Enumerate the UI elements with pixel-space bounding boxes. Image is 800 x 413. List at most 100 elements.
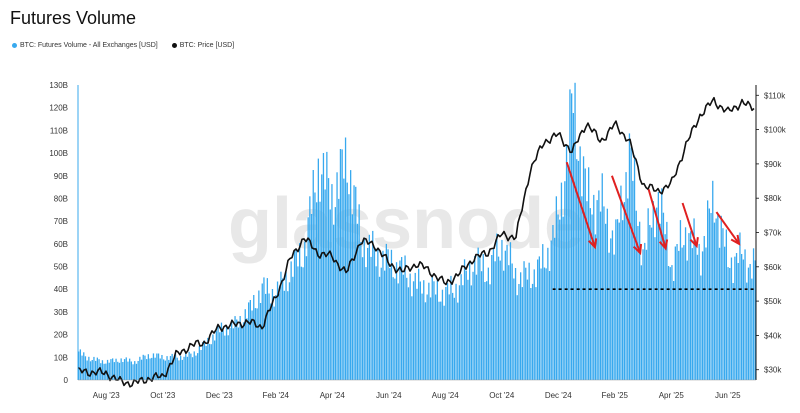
volume-bar bbox=[173, 358, 175, 380]
volume-bar bbox=[134, 361, 136, 380]
watermark-text: glassnode bbox=[228, 184, 584, 264]
volume-bar bbox=[657, 192, 659, 380]
volume-bar bbox=[210, 344, 212, 380]
volume-bar bbox=[435, 294, 437, 380]
volume-bar bbox=[120, 358, 122, 380]
volume-bar bbox=[499, 260, 501, 380]
volume-bar bbox=[518, 284, 520, 380]
legend-item-price[interactable]: BTC: Price [USD] bbox=[171, 42, 234, 49]
volume-bar bbox=[322, 153, 325, 380]
volume-bar bbox=[560, 182, 563, 380]
volume-bar bbox=[390, 249, 393, 380]
volume-bar bbox=[571, 93, 573, 381]
volume-bar bbox=[569, 89, 571, 381]
volume-bar bbox=[321, 174, 323, 380]
volume-bar bbox=[256, 308, 258, 380]
volume-bar bbox=[152, 353, 155, 380]
volume-bar bbox=[548, 271, 551, 380]
volume-bar bbox=[336, 172, 338, 380]
annotations bbox=[552, 161, 756, 291]
price-line-group bbox=[77, 96, 755, 388]
volume-bar bbox=[735, 253, 738, 380]
volume-bar bbox=[645, 249, 648, 380]
volume-bar bbox=[725, 229, 727, 380]
volume-bar bbox=[237, 327, 240, 380]
volume-bar bbox=[220, 322, 223, 380]
y-right-tick-label: $50k bbox=[764, 297, 782, 306]
volume-bar bbox=[234, 316, 236, 380]
volume-bar bbox=[543, 267, 546, 380]
volume-bar bbox=[161, 355, 163, 380]
volume-bar bbox=[462, 285, 464, 380]
volume-bar bbox=[698, 243, 700, 380]
volume-bar bbox=[358, 204, 360, 380]
volume-bar bbox=[344, 137, 347, 380]
volume-bar bbox=[564, 181, 566, 380]
volume-bar bbox=[231, 319, 233, 380]
volume-bar bbox=[275, 295, 277, 380]
volume-bar bbox=[79, 349, 81, 380]
volume-bar bbox=[639, 221, 641, 380]
volume-bar bbox=[688, 233, 690, 380]
y-left-tick-label: 40B bbox=[54, 285, 68, 294]
volume-bar bbox=[384, 270, 386, 380]
volume-bar bbox=[411, 296, 413, 380]
volume-bar bbox=[407, 287, 410, 380]
volume-bar bbox=[744, 249, 746, 380]
volume-bar bbox=[537, 259, 539, 380]
volume-bar bbox=[339, 149, 342, 380]
volume-bar bbox=[258, 290, 260, 380]
volume-bar bbox=[739, 232, 741, 380]
legend-item-volume[interactable]: BTC: Futures Volume - All Exchanges [USD… bbox=[12, 42, 158, 49]
volume-bar bbox=[644, 242, 646, 380]
volume-bar bbox=[701, 251, 704, 380]
volume-bar bbox=[606, 208, 608, 380]
x-tick-label: Apr '24 bbox=[320, 391, 346, 400]
volume-bar bbox=[426, 294, 428, 380]
volume-bar bbox=[140, 359, 143, 380]
volume-bar bbox=[586, 201, 588, 380]
volume-bar bbox=[452, 292, 454, 380]
volume-bar bbox=[457, 302, 459, 380]
volume-bar bbox=[273, 306, 275, 380]
volume-bar bbox=[146, 359, 148, 380]
volume-bar bbox=[550, 240, 552, 380]
y-right-tick-label: $70k bbox=[764, 229, 782, 238]
volume-bar bbox=[514, 268, 517, 380]
volume-bar bbox=[198, 346, 200, 380]
volume-bar bbox=[477, 247, 479, 380]
volume-bar bbox=[113, 362, 115, 380]
volume-bar bbox=[458, 285, 461, 380]
volume-bar bbox=[139, 356, 141, 380]
volume-bar bbox=[712, 180, 714, 380]
volume-bar bbox=[521, 287, 523, 380]
volume-bar bbox=[309, 196, 311, 380]
volume-bar bbox=[350, 170, 352, 380]
volume-bar bbox=[613, 254, 615, 380]
volume-bar bbox=[91, 360, 93, 380]
volume-bar bbox=[681, 247, 683, 380]
volume-bar bbox=[110, 359, 112, 380]
volume-bar bbox=[436, 280, 438, 380]
volume-bar bbox=[378, 276, 381, 380]
x-tick-label: Apr '25 bbox=[659, 391, 685, 400]
volume-bar bbox=[367, 247, 369, 380]
volume-bar bbox=[608, 252, 610, 380]
volume-bar bbox=[584, 168, 586, 380]
volume-bar bbox=[214, 340, 216, 380]
volume-bar bbox=[470, 285, 472, 380]
volume-bar bbox=[363, 237, 365, 380]
volume-bar bbox=[190, 353, 192, 380]
volume-bar bbox=[678, 250, 680, 380]
volume-bar bbox=[747, 267, 750, 380]
volume-bar bbox=[708, 208, 710, 380]
volume-bar bbox=[531, 283, 534, 380]
volume-bar bbox=[108, 362, 110, 380]
volume-bar bbox=[565, 146, 568, 380]
volume-bar bbox=[421, 293, 423, 380]
volume-bar bbox=[737, 263, 739, 380]
volume-bar bbox=[579, 146, 581, 380]
volume-bar bbox=[115, 358, 117, 380]
volume-bar bbox=[572, 113, 574, 380]
volume-bar bbox=[627, 198, 629, 380]
